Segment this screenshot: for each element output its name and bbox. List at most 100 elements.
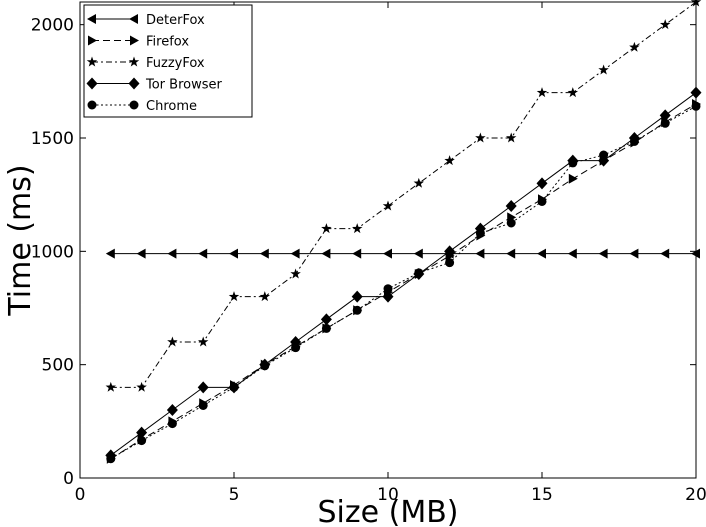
series-fuzzyfox: [105, 0, 702, 392]
y-tick-label: 1000: [31, 242, 74, 262]
data-point-tor-browser: [136, 426, 148, 439]
legend-marker-firefox: [88, 35, 97, 46]
series-line-firefox: [110, 103, 697, 460]
data-point-chrome: [167, 419, 177, 429]
legend-label-firefox: Firefox: [146, 35, 189, 50]
data-point-fuzzyfox: [351, 223, 363, 234]
x-tick-label: 5: [229, 485, 240, 505]
data-point-chrome: [198, 400, 208, 410]
data-point-chrome: [475, 228, 485, 238]
data-point-chrome: [414, 268, 424, 278]
legend-marker-firefox: [130, 35, 139, 46]
data-point-chrome: [229, 382, 239, 392]
legend-box: [83, 4, 253, 118]
data-point-fuzzyfox: [197, 336, 209, 347]
data-point-deterfox: [383, 248, 392, 259]
legend-marker-fuzzyfox: [86, 56, 98, 67]
data-point-chrome: [106, 454, 116, 464]
data-point-deterfox: [136, 248, 146, 259]
series-deterfox: [105, 248, 700, 259]
data-point-chrome: [691, 101, 701, 111]
data-point-chrome: [629, 136, 639, 146]
legend-marker-chrome: [87, 100, 97, 110]
data-point-deterfox: [290, 248, 300, 259]
data-point-chrome: [506, 218, 516, 228]
series-line-fuzzyfox: [110, 1, 697, 388]
data-point-fuzzyfox: [444, 155, 455, 166]
data-point-tor-browser: [659, 109, 671, 122]
data-point-fuzzyfox: [105, 381, 117, 392]
data-point-fuzzyfox: [659, 19, 671, 30]
series-line-chrome: [110, 105, 697, 460]
data-point-tor-browser: [505, 200, 517, 212]
y-tick-label: 500: [42, 356, 74, 376]
data-point-fuzzyfox: [505, 132, 517, 143]
data-point-deterfox: [475, 248, 485, 259]
data-point-fuzzyfox: [629, 41, 640, 52]
data-point-deterfox: [660, 248, 670, 259]
data-point-chrome: [352, 305, 362, 315]
data-point-chrome: [260, 361, 270, 371]
data-point-deterfox: [598, 248, 608, 259]
legend-marker-chrome: [129, 100, 139, 110]
y-tick-label: 1500: [31, 129, 74, 149]
data-point-fuzzyfox: [228, 291, 240, 302]
data-point-deterfox: [321, 248, 331, 259]
data-point-chrome: [445, 258, 455, 268]
y-tick-label: 0: [63, 469, 74, 489]
data-point-chrome: [599, 150, 609, 160]
data-layer: [105, 0, 702, 464]
data-point-deterfox: [229, 248, 238, 259]
legend-marker-fuzzyfox: [128, 56, 140, 67]
data-point-deterfox: [691, 248, 700, 259]
data-point-chrome: [660, 118, 670, 128]
data-point-deterfox: [105, 248, 115, 259]
data-point-fuzzyfox: [382, 200, 394, 211]
y-tick-label: 2000: [31, 16, 74, 36]
data-point-deterfox: [629, 248, 639, 259]
data-point-deterfox: [259, 248, 269, 259]
data-point-fuzzyfox: [290, 268, 301, 279]
data-point-deterfox: [167, 248, 177, 259]
x-tick-label: 15: [531, 485, 553, 505]
data-point-fuzzyfox: [167, 336, 178, 347]
data-point-fuzzyfox: [413, 177, 425, 188]
data-point-chrome: [291, 343, 301, 353]
data-point-tor-browser: [536, 177, 548, 190]
data-point-fuzzyfox: [136, 381, 147, 392]
x-tick-label: 20: [685, 485, 706, 505]
series-chrome: [106, 101, 701, 464]
legend-marker-deterfox: [87, 14, 96, 24]
data-point-fuzzyfox: [598, 64, 609, 75]
data-point-fuzzyfox: [475, 132, 486, 143]
data-point-tor-browser: [351, 290, 363, 303]
x-axis-title: Size (MB): [318, 495, 459, 527]
data-point-chrome: [321, 323, 331, 333]
data-point-fuzzyfox: [567, 87, 579, 98]
data-point-tor-browser: [197, 381, 209, 394]
data-point-fuzzyfox: [259, 291, 271, 302]
legend-marker-tor-browser: [86, 77, 98, 90]
data-point-tor-browser: [690, 86, 702, 99]
x-tick-label: 0: [75, 485, 86, 505]
data-point-deterfox: [506, 248, 516, 259]
data-point-chrome: [537, 196, 547, 206]
legend-marker-tor-browser: [128, 77, 140, 90]
data-point-fuzzyfox: [321, 223, 332, 234]
data-point-chrome: [137, 436, 147, 446]
data-point-deterfox: [537, 248, 546, 259]
legend-label-tor-browser: Tor Browser: [145, 78, 222, 93]
data-point-tor-browser: [382, 290, 394, 303]
data-point-deterfox: [198, 248, 208, 259]
data-point-firefox: [568, 173, 578, 184]
data-point-tor-browser: [444, 245, 456, 258]
y-axis-title: Time (ms): [3, 164, 38, 316]
data-point-chrome: [568, 158, 578, 168]
data-point-chrome: [383, 284, 393, 294]
data-point-deterfox: [567, 248, 577, 259]
legend: DeterFox Firefox FuzzyFox Tor Browser Chrome: [83, 4, 253, 118]
data-point-deterfox: [413, 248, 423, 259]
legend-marker-deterfox: [129, 14, 138, 24]
legend-label-fuzzyfox: FuzzyFox: [146, 56, 205, 71]
